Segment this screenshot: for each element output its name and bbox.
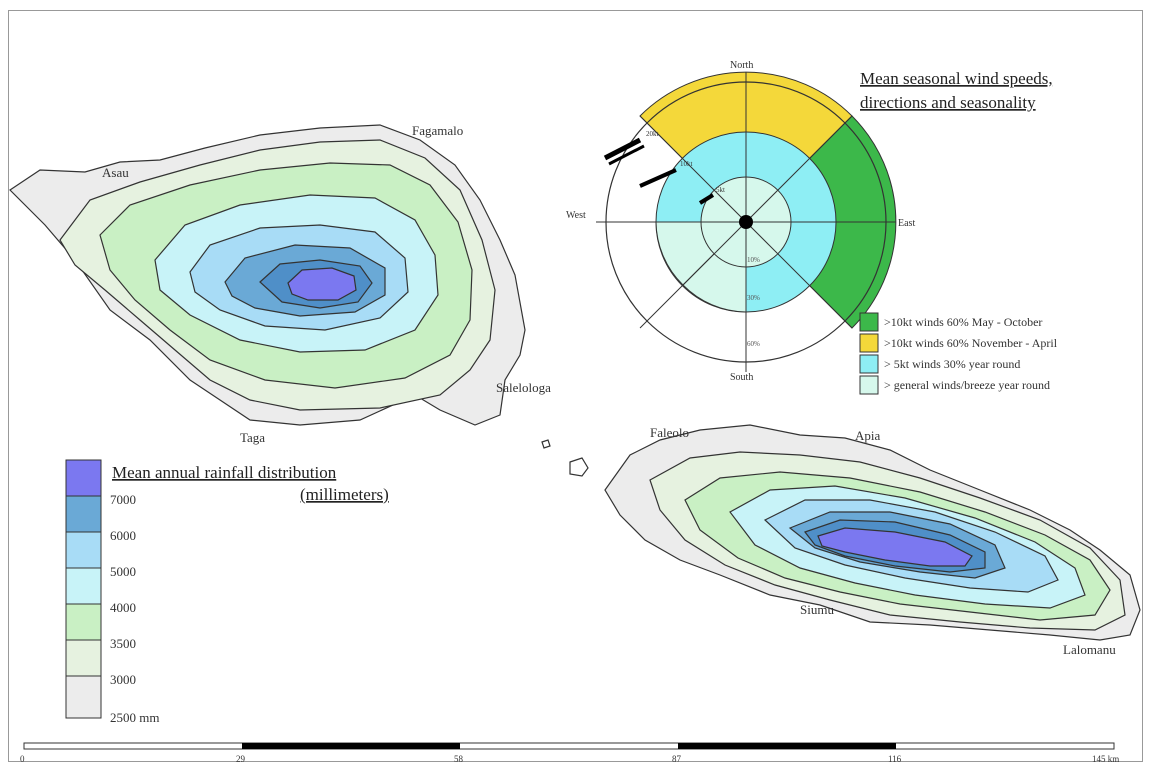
- islet-apolima: [541, 439, 551, 449]
- label-faleolo: Faleolo: [650, 425, 689, 440]
- rainfall-swatch-1: [65, 495, 102, 533]
- rainfall-label-3: 4000: [110, 600, 136, 615]
- label-asau: Asau: [102, 165, 129, 180]
- wind-legend-swatch-3: [859, 375, 879, 395]
- scale-tick-29: 29: [236, 754, 246, 764]
- upolu-contour-7000: [817, 527, 973, 567]
- speed-label-10kt: 10kt: [680, 160, 693, 168]
- ring-label-10: 10%: [747, 256, 760, 264]
- small-islets: [541, 439, 589, 477]
- rainfall-label-6: 2500 mm: [110, 710, 159, 725]
- wind-arrow-20kt: [603, 137, 642, 161]
- ring-label-60: 60%: [747, 340, 760, 348]
- scale-tick-87: 87: [672, 754, 682, 764]
- scale-tick-116: 116: [888, 754, 902, 764]
- compass-east: East: [898, 218, 915, 229]
- wind-legend-swatch-0: [859, 312, 879, 332]
- rainfall-label-5: 3000: [110, 672, 136, 687]
- rainfall-swatch-5: [65, 639, 102, 677]
- savaii-contour-7000: [287, 267, 357, 301]
- rainfall-title-line1: Mean annual rainfall distribution: [112, 463, 337, 482]
- ring-label-30: 30%: [747, 294, 760, 302]
- place-labels: Fagamalo Asau Salelologa Taga Faleolo Ap…: [102, 123, 1116, 657]
- upolu-island: [604, 424, 1141, 641]
- label-taga: Taga: [240, 430, 265, 445]
- scale-tick-58: 58: [454, 754, 464, 764]
- label-siumu: Siumu: [800, 602, 834, 617]
- speed-label-5kt: 5kt: [716, 186, 725, 194]
- scale-bar: 0 29 58 87 116 145 km: [20, 742, 1119, 764]
- rainfall-swatch-6: [65, 675, 102, 719]
- rainfall-title-line2: (millimeters): [300, 485, 389, 504]
- label-apia: Apia: [855, 428, 881, 443]
- wind-legend-label-2: > 5kt winds 30% year round: [884, 357, 1020, 371]
- rainfall-swatch-3: [65, 567, 102, 605]
- wind-arrow-10kt: [639, 168, 677, 188]
- rainfall-label-2: 5000: [110, 564, 136, 579]
- wind-arrow-5kt: [698, 193, 715, 205]
- rainfall-swatch-4: [65, 603, 102, 641]
- wind-legend-swatch-1: [859, 333, 879, 353]
- rainfall-label-1: 6000: [110, 528, 136, 543]
- label-fagamalo: Fagamalo: [412, 123, 463, 138]
- rainfall-swatch-0: [65, 459, 102, 497]
- wind-legend-label-3: > general winds/breeze year round: [884, 378, 1050, 392]
- wind-legend-label-1: >10kt winds 60% November - April: [884, 336, 1058, 350]
- label-salelologa: Salelologa: [496, 380, 551, 395]
- compass-south: South: [730, 372, 753, 383]
- rainfall-label-4: 3500: [110, 636, 136, 651]
- scale-tick-0: 0: [20, 754, 25, 764]
- compass-west: West: [566, 210, 586, 221]
- wind-title-line2: directions and seasonality: [860, 93, 1036, 112]
- wind-legend-label-0: >10kt winds 60% May - October: [884, 315, 1042, 329]
- savaii-island: [9, 124, 526, 426]
- wind-legend: >10kt winds 60% May - October >10kt wind…: [859, 312, 1058, 395]
- wind-rose: 20kt 10kt 5kt 10% 30% 60% North South Ea…: [566, 60, 915, 383]
- islet-manono: [569, 457, 589, 477]
- speed-label-20kt: 20kt: [646, 130, 659, 138]
- scale-tick-145: 145 km: [1092, 754, 1119, 764]
- rainfall-swatch-2: [65, 531, 102, 569]
- wind-rose-center: [739, 215, 753, 229]
- wind-legend-swatch-2: [859, 354, 879, 374]
- map-frame: [8, 10, 1143, 762]
- rainfall-legend: Mean annual rainfall distribution (milli…: [65, 459, 389, 725]
- wind-title-line1: Mean seasonal wind speeds,: [860, 69, 1053, 88]
- label-lalomanu: Lalomanu: [1063, 642, 1116, 657]
- rainfall-label-0: 7000: [110, 492, 136, 507]
- compass-north: North: [730, 60, 753, 71]
